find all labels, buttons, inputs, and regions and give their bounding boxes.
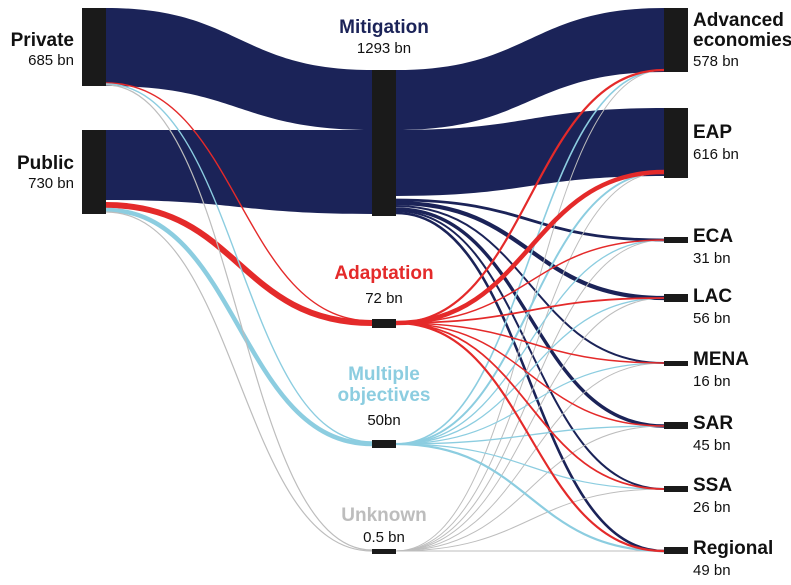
objective-adaptation-label: Adaptation 72 bn	[334, 264, 433, 306]
region-mena-value: 16 bn	[693, 373, 731, 390]
region-ssa-name: SSA	[693, 475, 733, 496]
flow-unknown-sar	[395, 425, 665, 552]
source-private-name: Private	[10, 30, 74, 51]
objective-unknown-value: 0.5 bn	[363, 529, 405, 546]
flow-adaptation-lac	[395, 297, 665, 324]
region-advanced-value: 578 bn	[693, 53, 739, 70]
node-eap	[664, 108, 688, 178]
region-mena-name: MENA	[693, 349, 749, 370]
flow-adaptation-advanced	[395, 68, 665, 325]
region-ssa-label: SSA 26 bn	[693, 476, 732, 515]
node-sar	[664, 422, 688, 429]
objective-multiple-name-line2: objectives	[337, 385, 431, 406]
node-private	[82, 8, 106, 86]
flow-unknown-lac	[395, 297, 665, 552]
flow-mitigation-advanced	[396, 8, 664, 130]
flow-mitigation-sar	[395, 207, 665, 428]
region-ssa-value: 26 bn	[693, 499, 731, 516]
flow-adaptation-sar	[395, 322, 665, 427]
region-regional-label: Regional 49 bn	[693, 539, 773, 578]
region-lac-value: 56 bn	[693, 310, 731, 327]
objective-multiple-value: 50bn	[367, 412, 401, 429]
region-advanced-label: Advanced economies 578 bn	[693, 11, 791, 69]
region-regional-value: 49 bn	[693, 562, 731, 579]
flow-links	[105, 8, 665, 553]
node-unknown	[372, 549, 396, 554]
region-eap-name: EAP	[693, 122, 733, 143]
flow-adaptation-eap	[395, 169, 665, 326]
objective-mitigation-label: Mitigation 1293 bn	[339, 18, 429, 56]
objective-adaptation-value: 72 bn	[365, 290, 403, 307]
node-ssa	[664, 486, 688, 492]
flow-multiple-eap	[395, 171, 665, 445]
source-public-label: Public 730 bn	[0, 154, 74, 191]
node-bars	[82, 8, 688, 554]
region-eca-label: ECA 31 bn	[693, 227, 733, 266]
flow-unknown-ssa	[395, 488, 665, 552]
region-regional-name: Regional	[693, 538, 774, 559]
flow-adaptation-regional	[395, 321, 665, 553]
region-lac-label: LAC 56 bn	[693, 287, 732, 326]
flow-multiple-ssa	[395, 443, 665, 490]
flow-adaptation-mena	[395, 322, 665, 364]
flow-multiple-mena	[395, 362, 665, 445]
objective-unknown-name: Unknown	[341, 505, 427, 526]
flow-unknown-eap	[395, 171, 665, 552]
node-advanced	[664, 8, 688, 72]
region-eca-name: ECA	[693, 226, 734, 247]
flow-mitigation-ssa	[395, 210, 665, 490]
objective-mitigation-name: Mitigation	[339, 17, 429, 38]
region-sar-label: SAR 45 bn	[693, 414, 733, 453]
flow-multiple-advanced	[395, 69, 665, 445]
flow-multiple-eca	[395, 239, 665, 445]
region-eap-label: EAP 616 bn	[693, 123, 739, 162]
node-eca	[664, 237, 688, 243]
objective-adaptation-name: Adaptation	[334, 263, 434, 284]
objective-mitigation-value: 1293 bn	[356, 40, 412, 57]
region-sar-value: 45 bn	[693, 437, 731, 454]
source-private-value: 685 bn	[28, 52, 74, 69]
flow-public-mitigation	[106, 130, 372, 214]
flow-unknown-eca	[395, 239, 665, 552]
node-mitigation	[372, 70, 396, 216]
region-eap-value: 616 bn	[693, 146, 739, 163]
region-eca-value: 31 bn	[693, 250, 731, 267]
flow-multiple-lac	[395, 297, 665, 445]
region-sar-name: SAR	[693, 413, 734, 434]
node-adaptation	[372, 319, 396, 328]
source-public-value: 730 bn	[28, 175, 74, 192]
region-lac-name: LAC	[693, 286, 733, 307]
objective-unknown-label: Unknown 0.5 bn	[341, 506, 427, 545]
flow-adaptation-eca	[395, 239, 665, 324]
region-mena-label: MENA 16 bn	[693, 350, 749, 389]
source-public-name: Public	[16, 153, 74, 174]
region-advanced-name-line2: economies	[693, 30, 791, 51]
flow-public-unknown	[105, 211, 373, 552]
flow-mitigation-mena	[395, 205, 665, 364]
flow-multiple-regional	[395, 442, 665, 553]
flow-private-unknown	[105, 84, 373, 551]
node-public	[82, 130, 106, 214]
flow-adaptation-ssa	[395, 322, 665, 490]
flow-unknown-mena	[395, 362, 665, 552]
node-mena	[664, 361, 688, 366]
objective-multiple-label: Multiple objectives 50bn	[338, 365, 431, 428]
flow-private-adaptation	[105, 82, 373, 322]
flow-private-multiple	[105, 83, 373, 443]
source-private-label: Private 685 bn	[0, 31, 74, 68]
flow-mitigation-eap	[396, 108, 664, 196]
node-lac	[664, 294, 688, 302]
flow-mitigation-eca	[395, 198, 665, 242]
flow-mitigation-regional	[395, 211, 665, 553]
flow-private-mitigation	[106, 8, 372, 130]
objective-multiple-name-line1: Multiple	[348, 364, 420, 385]
flow-public-multiple	[105, 207, 373, 447]
node-regional	[664, 547, 688, 554]
node-multiple	[372, 440, 396, 448]
region-advanced-name-line1: Advanced	[693, 10, 784, 31]
